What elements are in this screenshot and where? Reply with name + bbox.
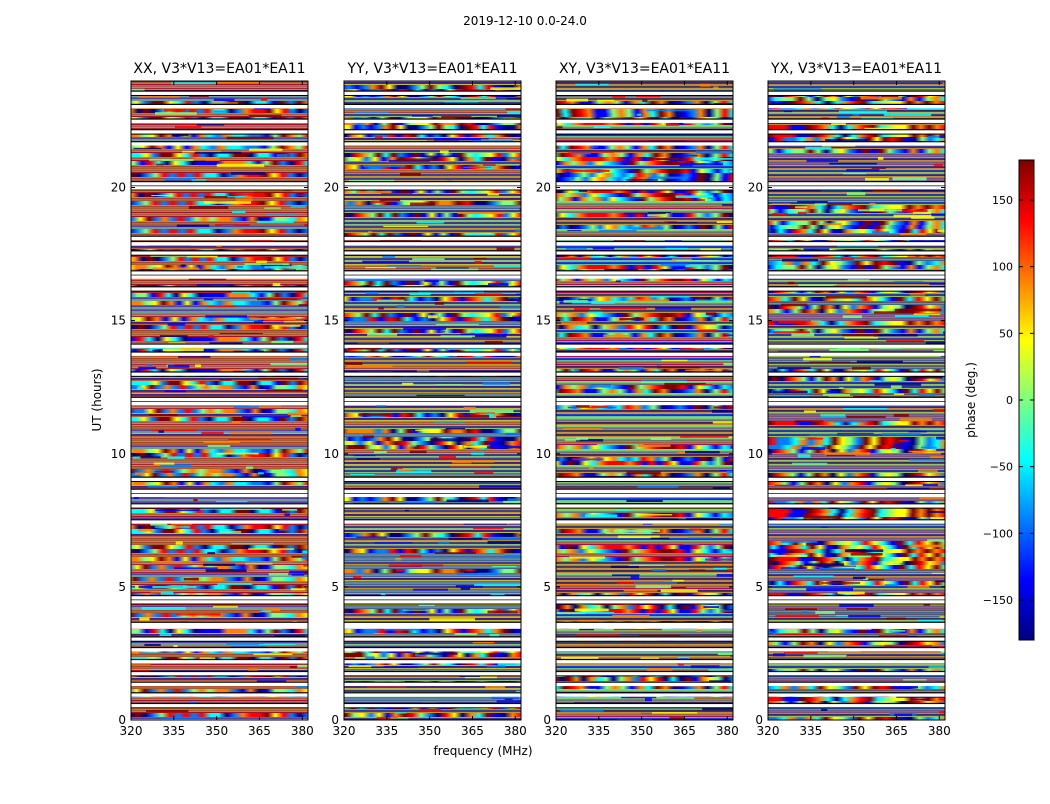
phase-image [768,81,945,720]
phase-image [131,81,308,720]
colorbar-tick-label: 150 [992,194,1013,207]
x-tick-label: 350 [842,724,865,738]
y-tick-label: 15 [324,314,339,328]
panel-frame [130,80,309,721]
y-tick-label: 0 [331,713,339,727]
x-tick-label: 350 [418,724,441,738]
x-tick-label: 365 [248,724,271,738]
y-tick-label: 20 [536,181,551,195]
x-tick-label: 335 [799,724,822,738]
panel-4: YX, V3*V13=EA01*EA11 320 335 350 365 380 0 5 10 1… [748,61,951,738]
colorbar-tick-label: 100 [992,261,1013,274]
y-tick-label: 15 [748,314,763,328]
x-tick-label: 380 [504,724,527,738]
panel-1: XX, V3*V13=EA01*EA11 320 335 350 365 380 0 5 10 1… [111,61,314,738]
colorbar-tick-label: −50 [990,461,1013,474]
colorbar-tick-label: 0 [1006,394,1013,407]
figure-title: 2019-12-10 0.0-24.0 [463,14,587,28]
y-tick-label: 5 [118,580,126,594]
y-tick-label: 0 [755,713,763,727]
y-tick-label: 0 [118,713,126,727]
y-tick-label: 10 [748,447,763,461]
x-tick-label: 320 [545,724,568,738]
x-tick-label: 335 [375,724,398,738]
colorbar-tick-label: 50 [999,327,1013,340]
x-tick-label: 320 [757,724,780,738]
y-tick-label: 5 [543,580,551,594]
y-tick-label: 10 [324,447,339,461]
y-tick-label: 15 [111,314,126,328]
panel-2: YY, V3*V13=EA01*EA11 320 335 350 365 380 0 5 10 1… [324,61,527,738]
y-tick-label: 20 [748,181,763,195]
colorbar-tick-label: −150 [983,594,1013,607]
colorbar-tick-label: −100 [983,527,1013,540]
panel-frame [343,80,522,721]
panel-title: XX, V3*V13=EA01*EA11 [133,61,305,77]
panel-title: YX, V3*V13=EA01*EA11 [770,61,942,77]
y-axis-label: UT (hours) [90,368,104,431]
x-tick-label: 350 [205,724,228,738]
x-tick-label: 380 [291,724,314,738]
panel-frame [767,80,946,721]
x-axis-label: frequency (MHz) [433,744,532,758]
phase-image [556,81,733,720]
x-tick-label: 365 [461,724,484,738]
y-tick-label: 0 [543,713,551,727]
x-tick-label: 320 [333,724,356,738]
y-tick-label: 20 [324,181,339,195]
y-tick-label: 10 [536,447,551,461]
y-tick-label: 15 [536,314,551,328]
panel-frame [555,80,734,721]
panel-title: XY, V3*V13=EA01*EA11 [559,61,730,77]
colorbar: −150 −100 −50 0 50 100 150 [983,159,1035,641]
y-tick-label: 20 [111,181,126,195]
phase-image [344,81,521,720]
y-tick-label: 5 [331,580,339,594]
x-tick-label: 350 [630,724,653,738]
colorbar-label: phase (deg.) [964,362,978,438]
x-tick-label: 380 [716,724,739,738]
panel-3: XY, V3*V13=EA01*EA11 320 335 350 365 380 0 5 10 1… [536,61,739,738]
x-tick-label: 365 [885,724,908,738]
y-tick-label: 5 [755,580,763,594]
panel-title: YY, V3*V13=EA01*EA11 [346,61,517,77]
y-tick-label: 10 [111,447,126,461]
x-tick-label: 365 [673,724,696,738]
x-tick-label: 335 [587,724,610,738]
x-tick-label: 380 [928,724,951,738]
panels: XX, V3*V13=EA01*EA11 320 335 350 365 380 0 5 10 1… [111,61,951,738]
x-tick-label: 335 [162,724,185,738]
x-tick-label: 320 [120,724,143,738]
